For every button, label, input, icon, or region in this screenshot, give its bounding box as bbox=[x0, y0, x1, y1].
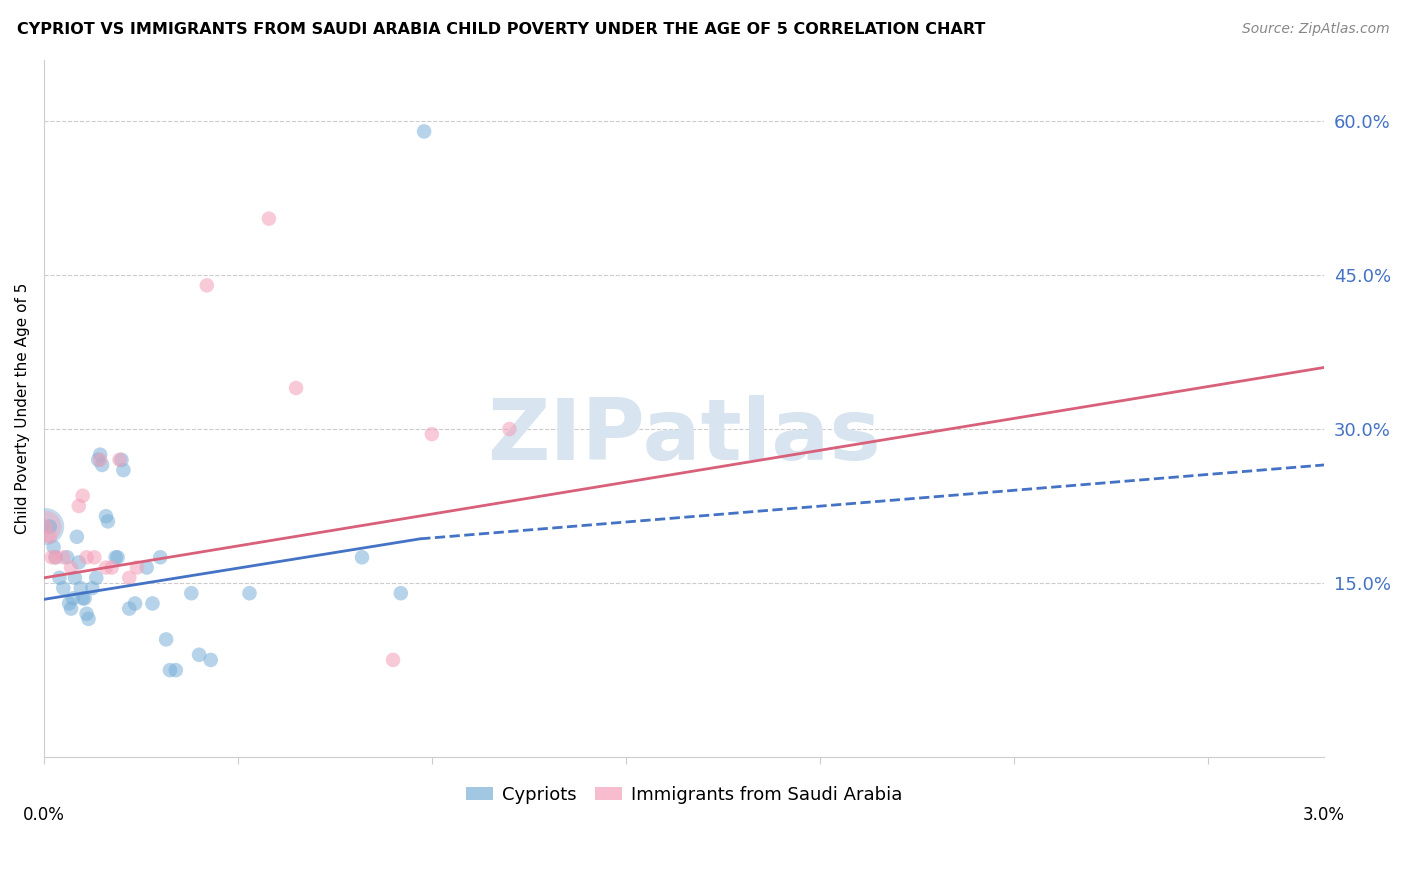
Point bbox=[195, 278, 218, 293]
Point bbox=[38, 519, 60, 533]
Point bbox=[72, 591, 94, 606]
Point bbox=[389, 586, 412, 600]
Point bbox=[382, 653, 405, 667]
Point bbox=[188, 648, 211, 662]
Text: CYPRIOT VS IMMIGRANTS FROM SAUDI ARABIA CHILD POVERTY UNDER THE AGE OF 5 CORRELA: CYPRIOT VS IMMIGRANTS FROM SAUDI ARABIA … bbox=[17, 22, 986, 37]
Point bbox=[44, 550, 66, 565]
Point bbox=[420, 427, 443, 442]
Point bbox=[56, 550, 79, 565]
Point bbox=[60, 560, 83, 574]
Text: 3.0%: 3.0% bbox=[1303, 806, 1346, 824]
Point bbox=[89, 448, 111, 462]
Point bbox=[118, 571, 141, 585]
Point bbox=[91, 458, 114, 472]
Point bbox=[58, 597, 80, 611]
Point bbox=[69, 581, 91, 595]
Point bbox=[112, 463, 135, 477]
Point bbox=[73, 591, 96, 606]
Point bbox=[35, 519, 58, 533]
Point bbox=[413, 124, 436, 138]
Point bbox=[149, 550, 172, 565]
Text: Source: ZipAtlas.com: Source: ZipAtlas.com bbox=[1241, 22, 1389, 37]
Point bbox=[101, 560, 124, 574]
Point bbox=[84, 571, 107, 585]
Point bbox=[52, 550, 75, 565]
Point bbox=[238, 586, 260, 600]
Point bbox=[77, 612, 100, 626]
Point bbox=[118, 601, 141, 615]
Point bbox=[52, 581, 75, 595]
Point bbox=[498, 422, 520, 436]
Point bbox=[94, 560, 117, 574]
Point bbox=[135, 560, 157, 574]
Point bbox=[155, 632, 177, 647]
Legend: Cypriots, Immigrants from Saudi Arabia: Cypriots, Immigrants from Saudi Arabia bbox=[458, 779, 910, 811]
Point bbox=[72, 489, 94, 503]
Point bbox=[60, 601, 83, 615]
Point bbox=[285, 381, 308, 395]
Point bbox=[76, 607, 98, 621]
Point bbox=[35, 519, 58, 533]
Point bbox=[125, 560, 148, 574]
Point bbox=[48, 571, 70, 585]
Point bbox=[124, 597, 146, 611]
Point bbox=[89, 452, 111, 467]
Point bbox=[42, 540, 65, 554]
Point bbox=[38, 530, 60, 544]
Point bbox=[35, 519, 58, 533]
Point bbox=[110, 452, 132, 467]
Point bbox=[67, 556, 90, 570]
Point bbox=[87, 452, 110, 467]
Point bbox=[83, 550, 105, 565]
Point bbox=[97, 515, 120, 529]
Point bbox=[180, 586, 202, 600]
Point bbox=[62, 591, 84, 606]
Point bbox=[82, 581, 104, 595]
Point bbox=[104, 550, 127, 565]
Point bbox=[44, 550, 66, 565]
Point bbox=[66, 530, 89, 544]
Point bbox=[107, 550, 129, 565]
Point bbox=[141, 597, 163, 611]
Point bbox=[67, 499, 90, 513]
Point bbox=[108, 452, 131, 467]
Point bbox=[159, 663, 181, 677]
Point bbox=[165, 663, 187, 677]
Y-axis label: Child Poverty Under the Age of 5: Child Poverty Under the Age of 5 bbox=[15, 283, 30, 534]
Text: ZIPatlas: ZIPatlas bbox=[486, 395, 882, 478]
Point bbox=[94, 509, 117, 524]
Point bbox=[200, 653, 222, 667]
Text: 0.0%: 0.0% bbox=[22, 806, 65, 824]
Point bbox=[76, 550, 98, 565]
Point bbox=[41, 550, 63, 565]
Point bbox=[257, 211, 280, 226]
Point bbox=[63, 571, 86, 585]
Point bbox=[350, 550, 373, 565]
